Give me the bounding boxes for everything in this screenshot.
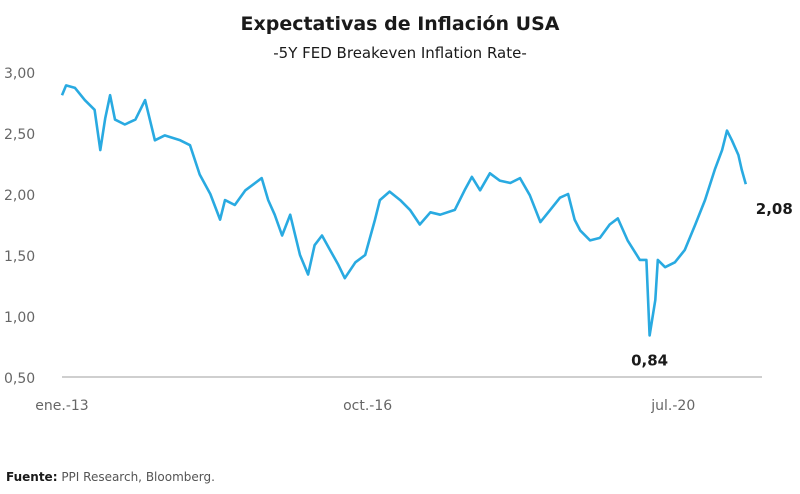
y-tick-label: 0,50 bbox=[4, 371, 35, 387]
series-line bbox=[60, 84, 748, 337]
y-tick-label: 1,50 bbox=[4, 249, 35, 265]
data-label: 2,08 bbox=[756, 200, 793, 218]
data-label: 0,84 bbox=[631, 352, 668, 370]
y-tick-label: 3,00 bbox=[4, 66, 35, 82]
x-tick-label: ene.-13 bbox=[35, 398, 88, 414]
chart-title: Expectativas de Inflación USA bbox=[240, 13, 559, 35]
y-tick-label: 2,00 bbox=[4, 188, 35, 204]
y-tick-label: 2,50 bbox=[4, 127, 35, 143]
chart-subtitle: -5Y FED Breakeven Inflation Rate- bbox=[273, 44, 527, 62]
source-label: Fuente: bbox=[6, 470, 58, 484]
source-text: PPI Research, Bloomberg. bbox=[57, 470, 215, 484]
x-tick-label: oct.-16 bbox=[343, 398, 392, 414]
x-tick-label: jul.-20 bbox=[650, 398, 695, 414]
source-note: Fuente: PPI Research, Bloomberg. bbox=[6, 470, 215, 484]
y-tick-label: 1,00 bbox=[4, 310, 35, 326]
